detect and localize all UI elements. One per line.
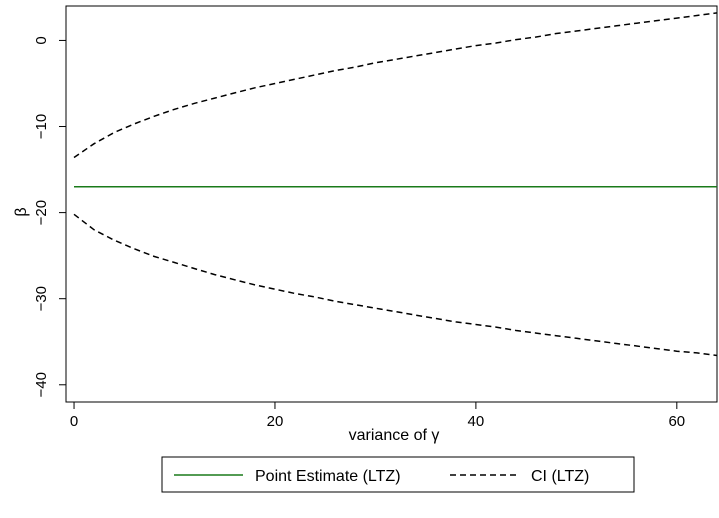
axes: 0 20 40 60 0 −10 −20 −30 −40	[33, 5, 718, 430]
y-tick-label: −10	[33, 114, 50, 139]
y-tick-label: 0	[33, 36, 50, 44]
y-tick-label: −30	[33, 286, 50, 311]
y-tick-label: −20	[33, 200, 50, 225]
x-tick-label: 20	[267, 413, 284, 430]
x-tick-label: 0	[70, 413, 78, 430]
legend-label: CI (LTZ)	[531, 468, 589, 485]
legend-box	[161, 456, 635, 493]
legend: Point Estimate (LTZ) CI (LTZ)	[161, 456, 635, 493]
ci-lower-line	[73, 213, 717, 357]
x-tick-label: 40	[468, 413, 485, 430]
y-tick-label: −40	[33, 372, 50, 397]
x-axis-label: variance of γ	[349, 427, 440, 444]
series-layer	[73, 12, 717, 357]
ci-upper-line	[73, 12, 717, 159]
x-tick-label: 60	[668, 413, 685, 430]
plot-frame	[65, 5, 718, 403]
y-axis-label: β	[13, 207, 30, 216]
legend-label: Point Estimate (LTZ)	[255, 468, 401, 485]
